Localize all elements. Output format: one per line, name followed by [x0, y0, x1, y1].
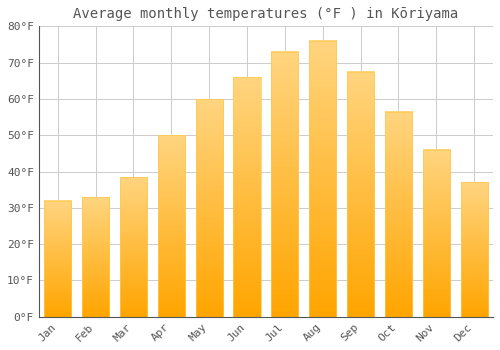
Bar: [460, 182, 488, 317]
Bar: [120, 177, 147, 317]
Bar: [196, 99, 223, 317]
Bar: [385, 112, 412, 317]
Bar: [82, 197, 109, 317]
Bar: [44, 201, 72, 317]
Bar: [234, 77, 260, 317]
Bar: [309, 41, 336, 317]
Bar: [271, 52, 298, 317]
Title: Average monthly temperatures (°F ) in Kōriyama: Average monthly temperatures (°F ) in Kō…: [74, 7, 458, 21]
Bar: [422, 150, 450, 317]
Bar: [347, 72, 374, 317]
Bar: [158, 135, 185, 317]
